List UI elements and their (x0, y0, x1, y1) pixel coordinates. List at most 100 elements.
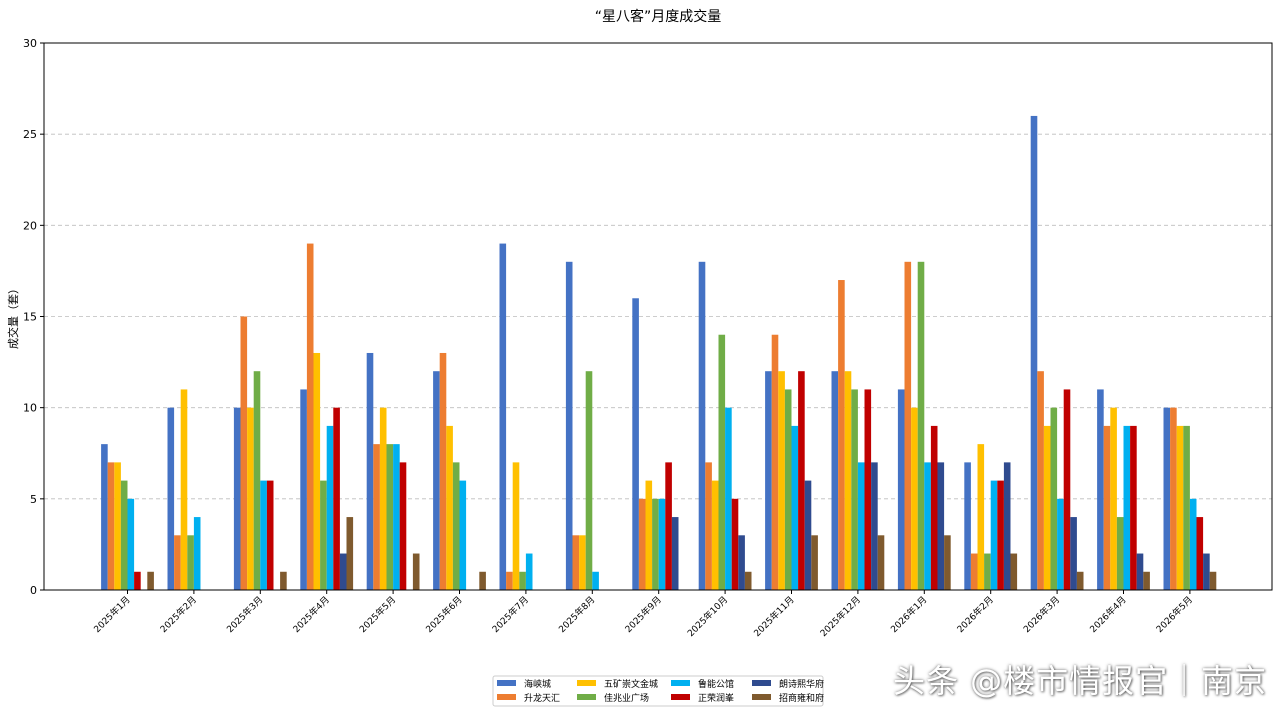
bar (791, 425, 799, 590)
bar (798, 371, 805, 590)
bar (565, 261, 573, 590)
x-tick-label: 2025年6月 (423, 594, 464, 635)
bar (937, 462, 945, 590)
bar (645, 480, 653, 590)
bar (592, 571, 599, 590)
bar (1076, 571, 1084, 590)
x-tick-label: 2026年3月 (1021, 594, 1062, 635)
x-tick-label: 2026年5月 (1154, 594, 1195, 635)
bar (1136, 553, 1144, 590)
legend-swatch (752, 680, 771, 686)
bar (459, 480, 467, 590)
bar (393, 444, 400, 590)
bar (339, 553, 347, 590)
bar (711, 480, 719, 590)
bar (838, 280, 845, 590)
bar (446, 425, 453, 590)
bar (333, 407, 340, 590)
y-tick-label: 10 (23, 402, 37, 415)
bar (585, 371, 593, 590)
bar (718, 334, 726, 590)
bar (924, 462, 931, 590)
bar (127, 498, 135, 590)
bar (1196, 517, 1204, 590)
bar (1203, 553, 1210, 590)
legend-label: 海峡城 (524, 678, 551, 690)
bar (180, 389, 188, 590)
x-tick-label: 2026年4月 (1087, 594, 1128, 635)
bar (1030, 115, 1038, 591)
bar (1116, 517, 1124, 590)
bar (174, 535, 181, 590)
bar (744, 571, 752, 590)
bar (579, 535, 586, 590)
bar (452, 462, 460, 590)
legend-label: 升龙天汇 (524, 692, 560, 704)
x-tick-label: 2025年10月 (685, 594, 731, 640)
bar (512, 462, 520, 590)
bar (134, 571, 141, 590)
bar (990, 480, 998, 590)
bar (1010, 553, 1018, 590)
y-tick-label: 0 (30, 584, 37, 597)
bar (1043, 425, 1051, 590)
legend-swatch (671, 680, 690, 686)
x-tick-label: 2025年7月 (490, 594, 531, 635)
bar (1103, 425, 1111, 590)
x-tick-label: 2025年4月 (290, 594, 331, 635)
bar (731, 498, 739, 590)
bar (1110, 407, 1117, 590)
bar (1143, 571, 1150, 590)
legend-label: 佳兆业广场 (604, 692, 649, 704)
bar (499, 243, 507, 590)
bar (519, 571, 526, 590)
bar (320, 480, 327, 590)
bar (167, 407, 175, 590)
bar (240, 316, 248, 590)
bar (977, 444, 985, 590)
grid (44, 133, 1272, 500)
bar (1189, 498, 1197, 590)
bar (300, 389, 307, 590)
legend-swatch (577, 680, 596, 686)
legend-swatch (671, 694, 690, 700)
bar (379, 407, 387, 590)
bar (525, 553, 533, 590)
bar (671, 517, 679, 590)
bar (1163, 407, 1171, 590)
bar (253, 371, 261, 590)
y-tick-label: 15 (23, 311, 37, 324)
x-tick-label: 2025年8月 (556, 594, 597, 635)
bar (433, 371, 440, 590)
bar (346, 517, 354, 590)
bar (665, 462, 672, 590)
bar (1057, 498, 1064, 590)
bar (107, 462, 115, 590)
bar (1130, 425, 1137, 590)
bar (313, 352, 321, 590)
legend-label: 鲁能公馆 (698, 678, 734, 690)
bar (831, 371, 839, 590)
bar (572, 535, 580, 590)
bar (386, 444, 394, 590)
bar (811, 535, 818, 590)
bar (738, 535, 745, 590)
bar (114, 462, 121, 590)
y-tick-label: 20 (23, 219, 37, 232)
bar (784, 389, 792, 590)
legend-label: 朗诗熙华府 (779, 678, 824, 690)
bar (944, 535, 951, 590)
bar (373, 444, 380, 590)
bar (851, 389, 858, 590)
legend-label: 招商雍和府 (779, 692, 824, 704)
legend-swatch (497, 680, 516, 686)
bar (897, 389, 905, 590)
bar (911, 407, 918, 590)
bar (1123, 425, 1131, 590)
bar (1037, 371, 1044, 590)
bar (652, 498, 659, 590)
bar (1070, 517, 1077, 590)
y-tick-label: 30 (23, 37, 37, 50)
bar (399, 462, 407, 590)
